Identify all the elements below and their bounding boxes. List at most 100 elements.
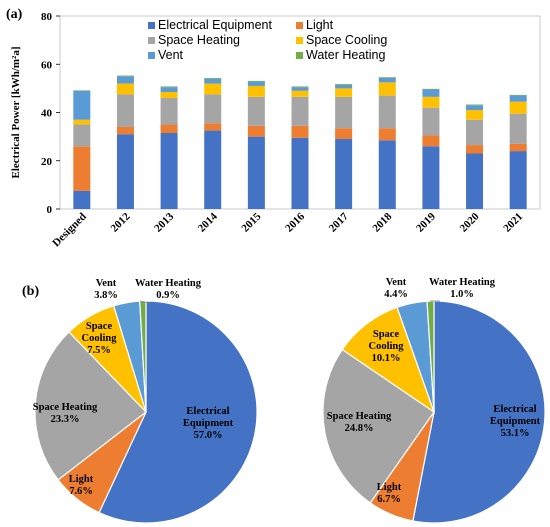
bar-2015-space-cooling	[247, 85, 265, 97]
panel-label-b: (b)	[22, 284, 39, 299]
bar-2019-space-cooling	[422, 96, 440, 108]
x-tick-label: Designed	[50, 211, 89, 250]
legend-label-space-heating: Space Heating	[158, 33, 240, 47]
legend-label-vent: Vent	[158, 48, 184, 62]
pie-label-space-cooling: Space Cooling 7.5%	[81, 321, 117, 356]
bar-2013-space-heating	[160, 98, 178, 125]
legend-swatch-electrical-equipment	[148, 22, 155, 29]
bar-2013-electrical-equipment	[160, 133, 178, 209]
y-tick-label: 40	[41, 108, 53, 120]
pie-label-space-cooling: Space Cooling 10.1%	[368, 329, 404, 364]
pie-slice-water-heating	[139, 300, 147, 413]
pie-slice-space-heating	[322, 348, 435, 504]
pie-label-water-heating: Water Heating 0.9%	[135, 278, 202, 301]
bar-2018-light	[378, 128, 396, 141]
bar-2012-electrical-equipment	[116, 134, 134, 209]
bar-designed-space-heating	[73, 124, 91, 147]
bar-2014-electrical-equipment	[204, 130, 222, 209]
bar-2015-water-heating	[247, 80, 265, 82]
bar-2018-water-heating	[378, 77, 396, 79]
leader-line	[139, 300, 151, 304]
x-tick-label: 2013	[152, 210, 176, 234]
pie-label-space-heating: Space Heating 24.8%	[327, 411, 392, 434]
bar-2020-space-heating	[466, 119, 484, 146]
x-tick-label: 2015	[239, 210, 263, 234]
y-tick-label: 0	[47, 204, 53, 216]
bar-2016-electrical-equipment	[291, 137, 309, 209]
bar-2016-vent	[291, 87, 309, 91]
bar-designed-electrical-equipment	[73, 190, 91, 209]
legend-label-water-heating: Water Heating	[306, 48, 385, 62]
legend-label-electrical-equipment: Electrical Equipment	[158, 18, 272, 32]
bar-2019-light	[422, 135, 440, 147]
bar-2013-light	[160, 124, 178, 134]
pie-chart-left: Electrical Equipment 57.0% Light 7.6% Space H…	[33, 278, 258, 524]
bar-designed-vent	[73, 90, 91, 120]
bar-2019-space-heating	[422, 107, 440, 136]
chart-legend: Electrical Equipment Light Space Heating Sp…	[133, 18, 387, 68]
legend-swatch-vent	[148, 52, 155, 59]
panel-label-a: (a)	[6, 7, 23, 22]
x-tick-label: 2017	[327, 210, 351, 234]
bar-2017-electrical-equipment	[335, 139, 353, 209]
bar-2014-space-heating	[204, 94, 222, 124]
bar-2018-vent	[378, 78, 396, 83]
bar-designed-space-cooling	[73, 119, 91, 125]
pie-label-light: Light 6.7%	[377, 482, 402, 505]
bar-2015-vent	[247, 81, 265, 86]
bar-2021-electrical-equipment	[509, 151, 527, 209]
bar-2019-electrical-equipment	[422, 146, 440, 209]
pie-label-water-heating: Water Heating 1.0%	[429, 277, 496, 300]
pie-label-vent: Vent 4.4%	[384, 277, 408, 300]
bar-2018-space-heating	[378, 95, 396, 129]
bar-2013-water-heating	[160, 86, 178, 88]
bar-2016-space-heating	[291, 96, 309, 126]
legend-box	[133, 18, 383, 68]
bar-2016-light	[291, 125, 309, 138]
bar-2015-electrical-equipment	[247, 136, 265, 209]
pie-slice-space-cooling	[341, 306, 436, 414]
bar-2021-light	[509, 143, 527, 152]
bar-2017-space-cooling	[335, 88, 353, 97]
bar-2019-vent	[422, 89, 440, 97]
bar-2017-water-heating	[335, 84, 353, 85]
bar-2018-space-cooling	[378, 82, 396, 96]
x-tick-label: 2012	[109, 210, 133, 234]
bar-2020-space-cooling	[466, 110, 484, 120]
x-tick-label: 2019	[414, 210, 438, 234]
x-tick-label: 2020	[458, 210, 482, 234]
bar-2012-vent	[116, 76, 134, 84]
y-tick-label: 60	[41, 59, 53, 71]
bar-2019-water-heating	[422, 88, 440, 90]
pie-label-electrical-equipment: Electrical Equipment 57.0%	[183, 406, 234, 441]
bar-2013-vent	[160, 87, 178, 92]
bar-2014-water-heating	[204, 78, 222, 79]
pie-chart-right: Electrical Equipment 53.1% Light 6.7% Space H…	[322, 277, 546, 524]
bar-2021-water-heating	[509, 94, 527, 96]
x-tick-label: 2021	[501, 211, 525, 235]
bar-2018-electrical-equipment	[378, 140, 396, 209]
y-tick-label: 20	[41, 156, 53, 168]
legend-label-light: Light	[306, 18, 334, 32]
bar-2015-space-heating	[247, 96, 265, 126]
bar-2012-light	[116, 126, 134, 135]
legend-swatch-space-cooling	[296, 37, 303, 44]
bar-2012-space-cooling	[116, 83, 134, 95]
bar-2016-water-heating	[291, 86, 309, 88]
pie-label-light: Light 7.6%	[69, 474, 94, 497]
bar-2012-space-heating	[116, 94, 134, 127]
legend-swatch-water-heating	[296, 52, 303, 59]
x-tick-label: 2016	[283, 210, 307, 234]
pie-label-electrical-equipment: Electrical Equipment 53.1%	[490, 404, 541, 439]
pie-label-space-heating: Space Heating 23.3%	[33, 402, 98, 425]
bar-2016-space-cooling	[291, 90, 309, 97]
x-tick-label: 2018	[370, 210, 394, 234]
legend-label-space-cooling: Space Cooling	[306, 33, 387, 47]
bar-2014-space-cooling	[204, 83, 222, 95]
bar-2014-vent	[204, 78, 222, 84]
bar-2020-vent	[466, 105, 484, 111]
bar-2021-vent	[509, 95, 527, 102]
pie-slice-space-heating	[34, 331, 147, 481]
y-tick-label: 80	[41, 11, 53, 23]
